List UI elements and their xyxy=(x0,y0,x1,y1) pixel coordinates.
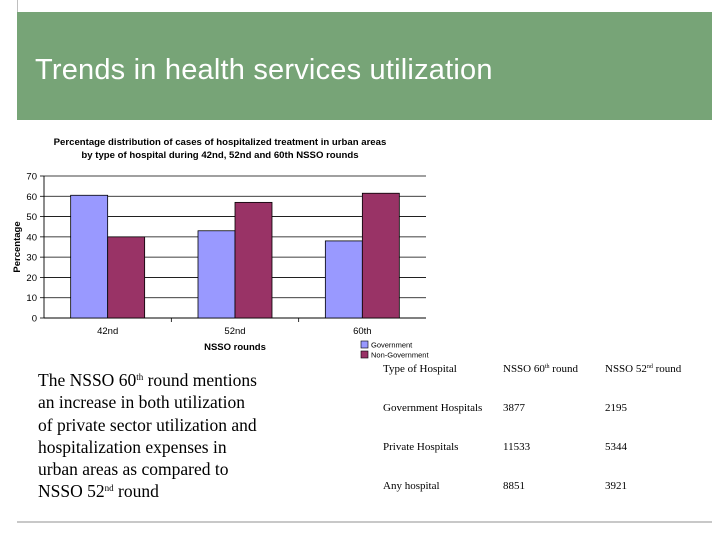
bar-non-government xyxy=(107,236,146,319)
table-header-cell: NSSO 60th round xyxy=(503,363,578,375)
body-text-superscript: th xyxy=(136,372,144,382)
y-tick-label: 50 xyxy=(26,212,37,223)
bar-government xyxy=(324,240,363,319)
table-cell: 11533 xyxy=(503,441,531,453)
bar-government xyxy=(70,194,109,319)
table-cell: Any hospital xyxy=(383,480,440,492)
legend-label: Non-Government xyxy=(371,351,429,360)
table-cell: Private Hospitals xyxy=(383,441,459,453)
header-text: round xyxy=(549,363,578,375)
body-line: of private sector utilization and xyxy=(38,414,257,435)
header-superscript: nd xyxy=(646,364,653,370)
x-tick-label: 52nd xyxy=(224,326,245,337)
y-tick-label: 70 xyxy=(26,172,37,183)
header-text: round xyxy=(652,363,682,375)
bar-government xyxy=(197,230,236,319)
body-line: NSSO 52nd round xyxy=(38,480,308,502)
body-text-fragment: The NSSO 60 xyxy=(38,370,137,390)
bar-non-government xyxy=(361,192,400,319)
x-tick-label: 42nd xyxy=(97,326,118,337)
body-text-superscript: nd xyxy=(104,483,114,494)
body-text-fragment: NSSO 52 xyxy=(38,481,105,502)
header-superscript: th xyxy=(544,364,550,370)
left-rule xyxy=(17,0,18,20)
table-header-cell: Type of Hospital xyxy=(383,363,457,375)
body-line: an increase in both utilization xyxy=(38,392,246,413)
y-tick-label: 20 xyxy=(26,273,37,284)
body-text: The NSSO 60th round mentions an increase… xyxy=(38,369,308,503)
table-cell: 2195 xyxy=(605,402,627,414)
bar-non-government xyxy=(234,201,273,319)
slide-title: Trends in health services utilization xyxy=(35,54,493,86)
body-line: hospitalization expenses in xyxy=(38,436,227,457)
table-cell: 3921 xyxy=(605,480,627,492)
header-text: Type of Hospital xyxy=(383,363,457,375)
table-cell: 3877 xyxy=(503,402,525,414)
header-text: NSSO 60 xyxy=(503,363,545,375)
header-text: NSSO 52 xyxy=(605,363,647,375)
body-line: The NSSO 60th round mentions xyxy=(38,369,308,391)
body-line: urban areas as compared to xyxy=(38,459,229,480)
y-tick-label: 10 xyxy=(26,293,37,304)
legend-swatch xyxy=(360,350,369,359)
y-axis-label: Percentage xyxy=(12,221,23,272)
body-text-fragment: round mentions xyxy=(143,370,257,390)
table-cell: Government Hospitals xyxy=(383,402,483,414)
table-cell: 8851 xyxy=(503,480,525,492)
legend-swatch xyxy=(360,340,369,349)
y-tick-label: 40 xyxy=(26,232,37,243)
chart-title: by type of hospital during 42nd, 52nd an… xyxy=(81,150,358,161)
table-cell: 5344 xyxy=(605,441,627,453)
title-bar xyxy=(17,12,712,120)
y-tick-label: 30 xyxy=(26,253,37,264)
y-tick-label: 60 xyxy=(26,192,37,203)
legend-label: Government xyxy=(371,341,413,350)
chart-title: Percentage distribution of cases of hosp… xyxy=(54,137,387,148)
x-tick-label: 60th xyxy=(353,326,372,337)
bottom-rule xyxy=(17,521,712,523)
y-tick-label: 0 xyxy=(32,314,37,325)
body-text-fragment: round xyxy=(113,481,159,502)
table-header-cell: NSSO 52nd round xyxy=(605,363,681,375)
x-axis-label: NSSO rounds xyxy=(204,342,266,353)
bar-chart: Percentage distribution of cases of hosp… xyxy=(12,137,429,360)
